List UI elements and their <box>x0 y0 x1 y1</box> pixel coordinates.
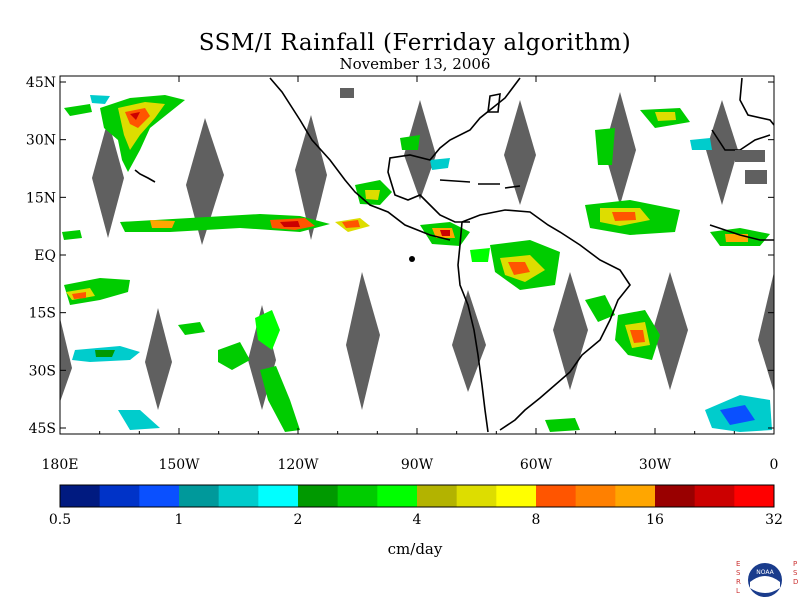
colorbar-unit: cm/day <box>387 540 443 558</box>
longitude-label: 120W <box>277 457 319 473</box>
chart-date: November 13, 2006 <box>339 55 491 73</box>
data-gap-swath <box>452 290 486 392</box>
colorbar-swatch <box>377 485 418 507</box>
caribbean-islands <box>439 179 521 189</box>
colorbar-tick-label: 16 <box>646 512 664 528</box>
colorbar-swatch <box>218 485 259 507</box>
latitude-label: 30N <box>26 133 56 149</box>
rainfall-patches <box>62 95 772 432</box>
longitude-label: 0 <box>770 457 779 473</box>
chart-title: SSM/I Rainfall (Ferriday algorithm) <box>198 30 632 56</box>
data-gap-swath <box>186 118 224 245</box>
data-gap-swath <box>553 272 588 390</box>
colorbar-swatch <box>694 485 735 507</box>
data-gap-swath <box>92 120 124 238</box>
colorbar-swatch <box>258 485 299 507</box>
colorbar-tick-label: 4 <box>413 512 422 528</box>
data-gap-swath <box>60 318 72 402</box>
colorbar-tick-label: 1 <box>175 512 184 528</box>
latitude-label: 30S <box>29 363 56 379</box>
latitude-label: 45N <box>26 75 56 91</box>
data-gap-swath <box>604 92 636 205</box>
nova-scotia <box>487 93 501 113</box>
colorbar-swatch <box>734 485 775 507</box>
longitude-label: 180E <box>42 457 79 473</box>
latitude-label: 15S <box>29 306 56 322</box>
colorbar-swatch <box>60 485 101 507</box>
colorbar-swatch <box>655 485 696 507</box>
colorbar-tick-label: 0.5 <box>49 512 71 528</box>
europe-coast <box>739 77 775 126</box>
colorbar-swatch <box>496 485 537 507</box>
west-africa-coast <box>709 224 774 241</box>
colorbar-swatch <box>337 485 378 507</box>
colorbar-swatch <box>417 485 458 507</box>
data-gap-swath <box>504 100 536 205</box>
data-gap-swath <box>295 115 327 240</box>
colorbar-swatch <box>456 485 497 507</box>
colorbar-tick-label: 32 <box>765 512 783 528</box>
longitude-label: 150W <box>158 457 200 473</box>
data-gap-swath <box>404 100 436 200</box>
data-gap-swath <box>145 308 172 410</box>
north-america-west-coast <box>269 77 451 241</box>
colorbar: 0.5 1 2 4 8 16 32 <box>49 484 783 528</box>
north-america-east-coast <box>387 77 521 223</box>
colorbar-swatch <box>575 485 616 507</box>
data-gap-swath <box>758 272 774 392</box>
longitude-label: 30W <box>639 457 672 473</box>
longitude-label: 60W <box>520 457 553 473</box>
colorbar-swatch <box>139 485 180 507</box>
colorbar-swatch <box>179 485 220 507</box>
data-gap-swath <box>346 272 380 410</box>
data-gap-swath <box>706 100 738 205</box>
latitude-label: 15N <box>26 190 56 206</box>
data-gap-swath <box>653 272 688 390</box>
latitude-label: EQ <box>34 248 56 264</box>
hawaii-islands <box>134 169 156 183</box>
colorbar-tick-label: 2 <box>294 512 303 528</box>
latitude-label: 45S <box>29 421 56 437</box>
colorbar-tick-label: 8 <box>532 512 541 528</box>
colorbar-swatch <box>536 485 577 507</box>
longitude-axis: 180E 150W 120W 90W 60W 30W 0 <box>42 76 779 473</box>
polar-data-gaps <box>340 88 767 184</box>
latitude-axis: 45N 30N 15N EQ 15S 30S 45S <box>26 75 774 437</box>
longitude-label: 90W <box>401 457 434 473</box>
noaa-emblem-text: NOAA <box>756 569 774 576</box>
colorbar-swatch <box>298 485 339 507</box>
south-america-coast <box>457 209 631 433</box>
colorbar-swatch <box>99 485 140 507</box>
colorbar-swatch <box>615 485 656 507</box>
galapagos-island <box>409 256 415 262</box>
